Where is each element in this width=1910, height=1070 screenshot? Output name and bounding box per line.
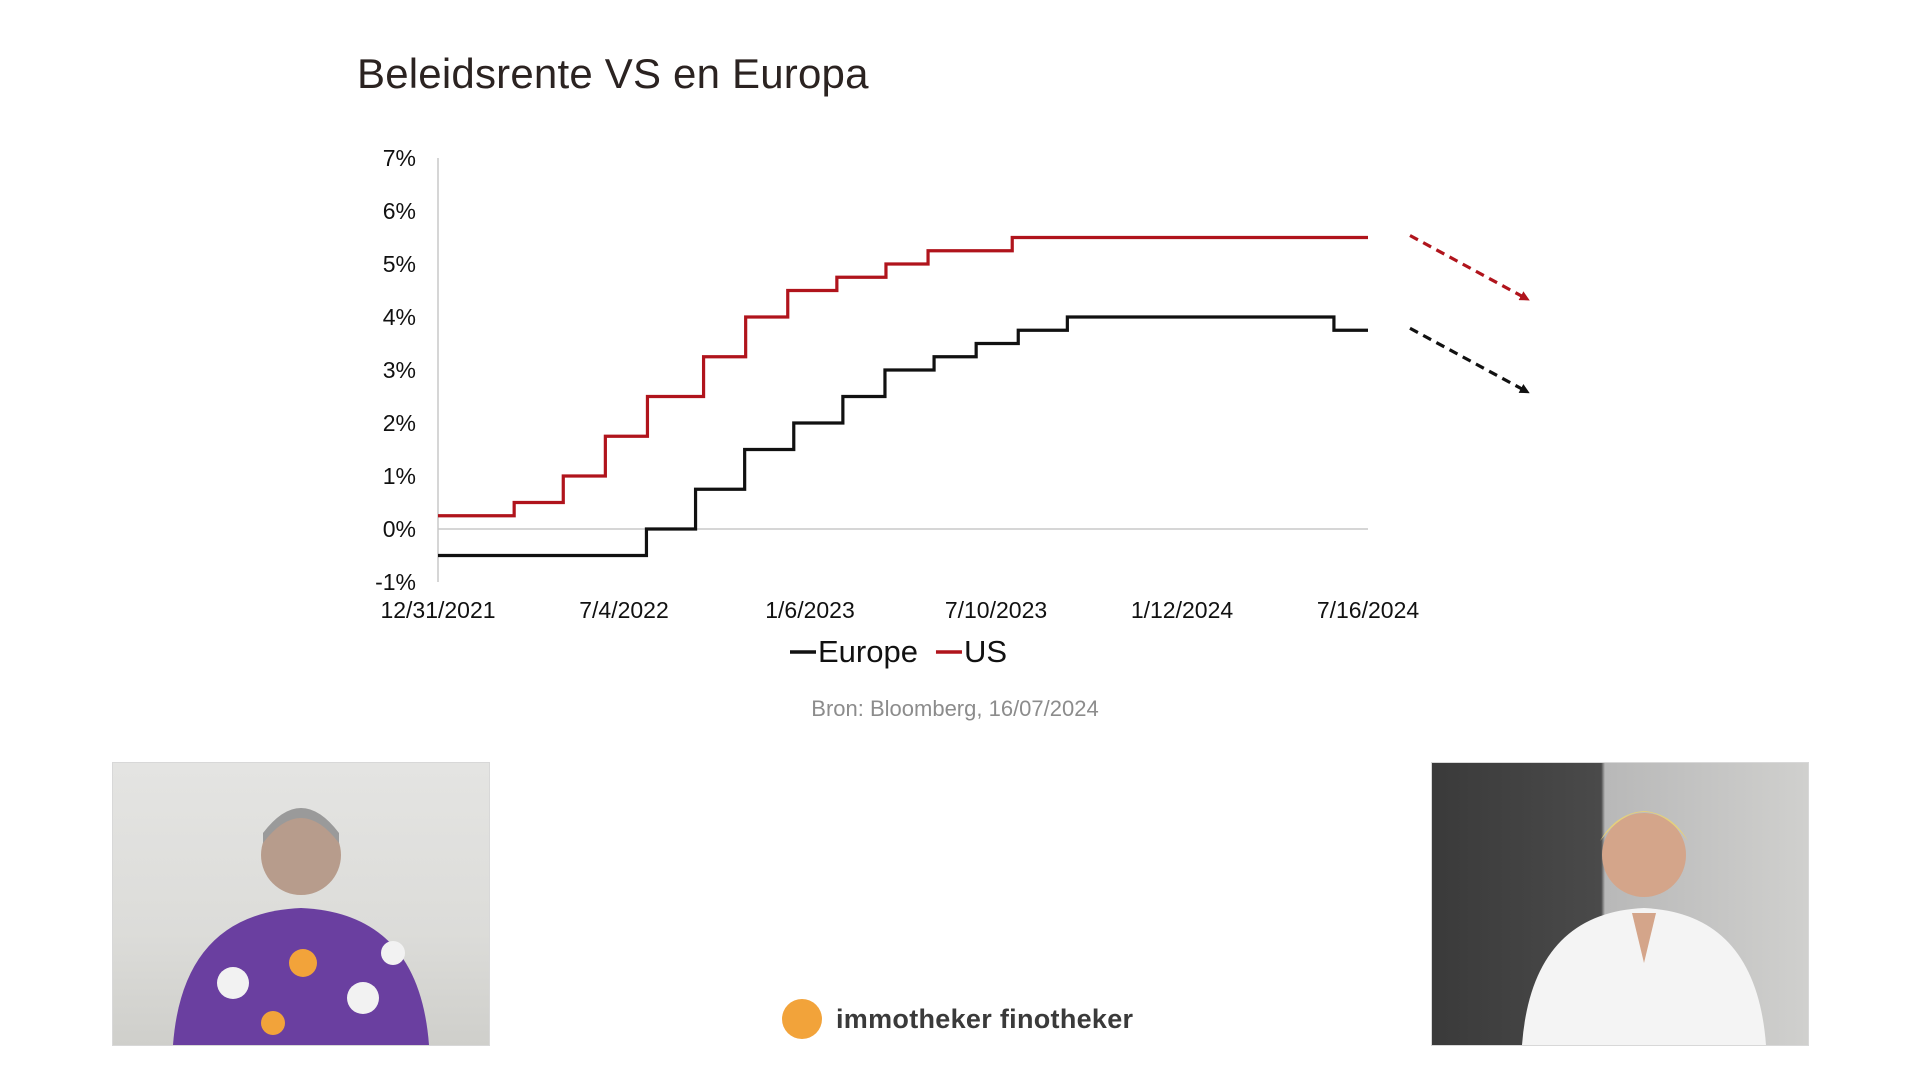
- x-tick-label: 12/31/2021: [380, 597, 495, 623]
- host-video-feed: [1431, 762, 1809, 1046]
- chart-axes: [437, 158, 1368, 582]
- y-tick-label: 7%: [383, 145, 416, 171]
- chart-legend: Europe US: [790, 634, 1007, 669]
- brand-logo: immotheker finotheker: [782, 998, 1133, 1040]
- y-tick-label: 3%: [383, 357, 416, 383]
- series-line-us: [438, 235, 1368, 518]
- legend-label-europe: Europe: [818, 634, 918, 669]
- x-axis-ticks: 12/31/2021 7/4/2022 1/6/2023 7/10/2023 1/12/…: [380, 597, 1419, 623]
- y-axis-ticks: -1% 0% 1% 2% 3% 4% 5% 6% 7%: [375, 145, 416, 595]
- y-tick-label: 2%: [383, 410, 416, 436]
- brand-dot-icon: [782, 999, 822, 1039]
- series-layer: [438, 235, 1368, 558]
- person-video-icon: [173, 808, 429, 1045]
- y-tick-label: -1%: [375, 569, 416, 595]
- y-tick-label: 5%: [383, 251, 416, 277]
- y-tick-label: 6%: [383, 198, 416, 224]
- x-tick-label: 7/16/2024: [1317, 597, 1420, 623]
- series-line-europe: [438, 315, 1368, 558]
- y-tick-label: 4%: [383, 304, 416, 330]
- trend-arrows: [1409, 234, 1530, 394]
- brand-name: immotheker finotheker: [836, 1003, 1134, 1034]
- trend-arrow-us: [1409, 234, 1530, 301]
- rate-chart: -1% 0% 1% 2% 3% 4% 5% 6% 7% 12/31/2021 7/4/2022 1/…: [375, 145, 1530, 669]
- guest-video-feed: [112, 762, 490, 1046]
- trend-arrow-europe: [1409, 326, 1530, 394]
- source-note: Bron: Bloomberg, 16/07/2024: [811, 696, 1099, 721]
- x-tick-label: 1/12/2024: [1131, 597, 1234, 623]
- x-tick-label: 1/6/2023: [765, 597, 855, 623]
- legend-label-us: US: [964, 634, 1007, 669]
- x-tick-label: 7/10/2023: [945, 597, 1047, 623]
- chart-title: Beleidsrente VS en Europa: [357, 50, 869, 97]
- person-video-icon: [1522, 811, 1766, 1045]
- y-tick-label: 0%: [383, 516, 416, 542]
- y-tick-label: 1%: [383, 463, 416, 489]
- x-tick-label: 7/4/2022: [579, 597, 669, 623]
